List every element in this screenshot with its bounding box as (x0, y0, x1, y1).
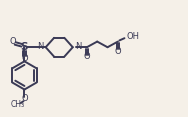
Text: O: O (21, 54, 28, 63)
Text: S: S (21, 42, 28, 52)
Text: O: O (9, 37, 16, 46)
Text: O: O (114, 47, 121, 56)
Text: O: O (21, 94, 28, 103)
Text: N: N (75, 42, 81, 51)
Text: N: N (37, 42, 43, 51)
Text: CH₃: CH₃ (10, 100, 24, 109)
Text: O: O (83, 53, 90, 62)
Text: OH: OH (126, 32, 139, 41)
